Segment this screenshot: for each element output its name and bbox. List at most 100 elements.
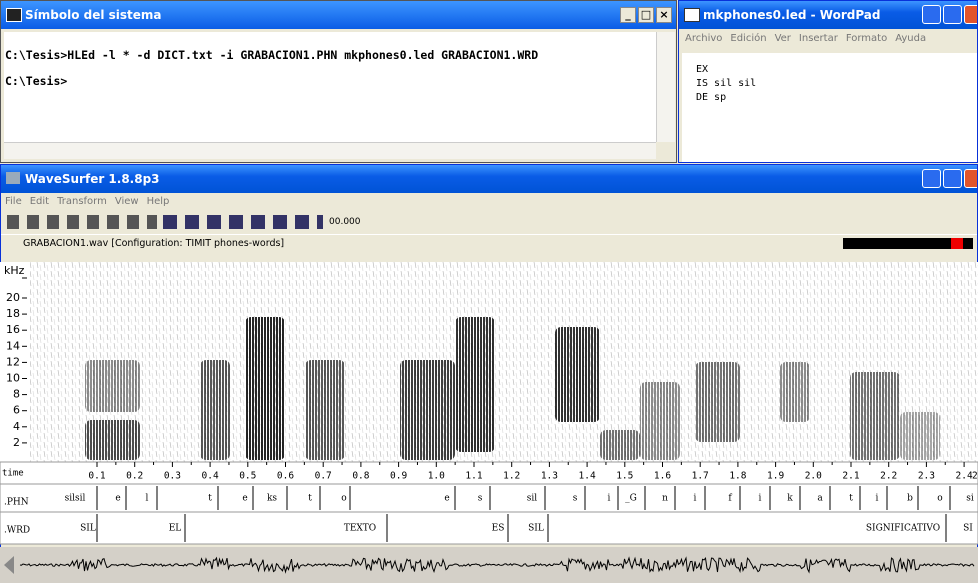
time-tick-label: 1.9 <box>767 471 784 482</box>
time-tick-label: 1.8 <box>729 471 746 482</box>
spectral-energy <box>900 412 940 460</box>
tier-label: EL <box>169 524 182 534</box>
time-tick-label: 2 <box>972 471 978 482</box>
tier-label: si <box>966 494 974 504</box>
tier-label: i <box>876 494 879 504</box>
time-axis-label: time <box>2 469 24 479</box>
close-button[interactable] <box>964 5 978 24</box>
minimize-button[interactable]: _ <box>620 7 636 23</box>
menu-item[interactable]: Help <box>147 196 170 207</box>
tier-label: ES <box>492 524 505 534</box>
frequency-tick-label: 6 <box>13 404 20 417</box>
tier-label: o <box>341 494 346 504</box>
frequency-tick-label: 8 <box>13 388 20 401</box>
time-tick-label: 1.5 <box>616 471 633 482</box>
console-line: C:\Tesis>HLEd -l * -d DICT.txt -i GRABAC… <box>5 42 656 68</box>
menu-item[interactable]: File <box>5 196 22 207</box>
tier-label: SI <box>963 524 973 534</box>
minimize-button[interactable] <box>922 169 941 188</box>
time-tick-label: 1.1 <box>465 471 482 482</box>
spectral-energy <box>780 362 810 422</box>
tier-label: ks <box>267 494 277 504</box>
tier-name: .PHN <box>4 498 29 508</box>
spectral-energy <box>600 430 640 460</box>
tier-label: TEXTO <box>344 524 376 534</box>
horizontal-scrollbar[interactable] <box>4 142 656 159</box>
tier-label: s <box>573 494 578 504</box>
maximize-button[interactable] <box>943 5 962 24</box>
time-tick-label: 2.3 <box>918 471 935 482</box>
time-tick-label: 0.7 <box>315 471 332 482</box>
console-line: C:\Tesis> <box>5 68 656 94</box>
frequency-tick-label: 12 <box>6 355 20 368</box>
time-tick-label: 1.2 <box>503 471 520 482</box>
tier-label: t <box>208 494 212 504</box>
window-title: WaveSurfer 1.8.8p3 <box>25 172 160 186</box>
desktop: Símbolo del sistema _□× C:\Tesis>HLEd -l… <box>0 0 978 583</box>
close-button[interactable] <box>964 169 978 188</box>
tier-label: e <box>242 494 247 504</box>
menu-item[interactable]: Archivo <box>685 33 722 44</box>
playback-controls[interactable] <box>843 238 973 249</box>
wordpad-window: mkphones0.led - WordPad Archivo Edición Ve… <box>678 0 978 163</box>
spectrogram-noise <box>30 262 978 462</box>
frequency-tick-label: 14 <box>6 339 20 352</box>
console: C:\Tesis>HLEd -l * -d DICT.txt -i GRABAC… <box>4 32 656 142</box>
minimize-button[interactable] <box>922 5 941 24</box>
title-bar: mkphones0.led - WordPad <box>679 1 977 29</box>
tier-label: silsil <box>65 494 86 504</box>
toolbar: 00.000 <box>1 210 977 234</box>
menu-bar: File Edit Transform View Help <box>1 193 977 210</box>
time-tick-label: 1.3 <box>541 471 558 482</box>
zoom-buttons[interactable] <box>163 215 323 229</box>
close-button[interactable]: × <box>656 7 672 23</box>
info-bar: GRABACION1.wav [Configuration: TIMIT pho… <box>1 234 977 253</box>
time-tick-label: 0.6 <box>277 471 294 482</box>
maximize-button[interactable]: □ <box>638 7 654 23</box>
spectral-energy <box>850 372 900 460</box>
menu-item[interactable]: Ayuda <box>895 33 926 44</box>
tier-label: e <box>444 494 449 504</box>
tier-label: t <box>308 494 312 504</box>
menu-item[interactable]: Formato <box>846 33 887 44</box>
spectral-energy <box>85 360 140 412</box>
menu-item[interactable]: Edición <box>730 33 766 44</box>
document-line: IS sil sil <box>696 77 978 91</box>
wrd-tier <box>0 512 978 544</box>
time-tick-label: 2.2 <box>880 471 897 482</box>
frequency-tick-label: 20 <box>6 291 20 304</box>
frequency-tick-label: 16 <box>6 323 20 336</box>
menu-item[interactable]: Insertar <box>799 33 838 44</box>
frequency-tick-label: 10 <box>6 372 20 385</box>
document-line: DE sp <box>696 91 978 105</box>
time-tick-label: 0.1 <box>88 471 105 482</box>
toolbar-buttons[interactable] <box>7 215 157 229</box>
menu-item[interactable]: Transform <box>57 196 107 207</box>
time-tick-label: 0.2 <box>126 471 143 482</box>
time-tick-label: 1.4 <box>579 471 596 482</box>
spectral-energy <box>400 360 455 460</box>
vertical-scrollbar[interactable] <box>656 32 675 142</box>
menu-item[interactable]: Ver <box>775 33 791 44</box>
time-axis <box>0 462 978 484</box>
time-tick-label: 0.4 <box>202 471 219 482</box>
spectral-energy <box>640 382 680 460</box>
title-bar: WaveSurfer 1.8.8p3 <box>1 165 977 193</box>
tier-label: a <box>817 494 823 504</box>
maximize-button[interactable] <box>943 169 962 188</box>
time-tick-label: 2.1 <box>842 471 859 482</box>
menu-bar: Archivo Edición Ver Insertar Formato Ayuda <box>679 29 977 48</box>
menu-item[interactable]: View <box>115 196 139 207</box>
frequency-tick-label: 2 <box>13 436 20 449</box>
spectral-energy <box>245 317 285 460</box>
tier-label: SIL <box>80 524 96 534</box>
menu-item[interactable]: Edit <box>30 196 49 207</box>
app-icon <box>6 172 20 184</box>
tier-label: t <box>849 494 853 504</box>
tier-label: k <box>787 494 793 504</box>
tier-label: l <box>146 494 149 504</box>
command-prompt-window: Símbolo del sistema _□× C:\Tesis>HLEd -l… <box>0 0 677 163</box>
time-tick-label: 1.0 <box>428 471 445 482</box>
